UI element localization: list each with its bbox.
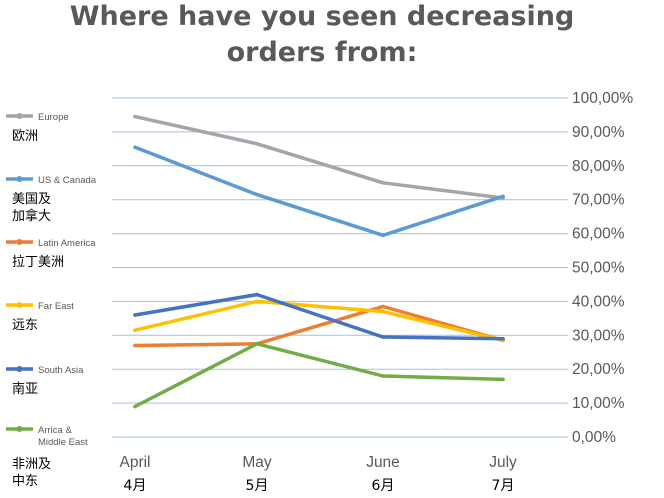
legend-marker: [16, 426, 23, 432]
legend-label: Europe: [38, 112, 69, 123]
series-line-us-canada: [133, 145, 505, 238]
legend-label: Far East: [38, 301, 74, 312]
series-path: [133, 342, 505, 409]
y-tick-label: 80,00%: [572, 158, 625, 175]
data-point: [255, 192, 259, 197]
legend-item: Arrica & Middle East 非洲及中东: [6, 425, 88, 489]
series-path: [133, 304, 505, 348]
series-path: [133, 145, 505, 238]
y-tick-label: 90,00%: [572, 124, 625, 141]
x-category-label: May: [242, 454, 272, 471]
series-path: [133, 292, 505, 341]
data-point: [255, 299, 259, 304]
data-point: [133, 145, 137, 149]
legend-marker: [16, 302, 23, 308]
data-point: [501, 336, 505, 341]
legend-label: South Asia: [38, 365, 84, 376]
series-line-europe: [133, 114, 505, 200]
data-point: [255, 292, 259, 297]
y-tick-label: 20,00%: [572, 361, 625, 378]
y-tick-label: 40,00%: [572, 293, 625, 310]
series-path: [133, 299, 505, 343]
data-point: [381, 304, 385, 309]
y-tick-label: 50,00%: [572, 260, 625, 277]
x-category-label-cn: 7月: [492, 478, 515, 494]
y-tick-label: 100,00%: [572, 90, 633, 107]
legend-marker: [16, 176, 23, 182]
x-category-label: June: [366, 454, 400, 471]
data-point: [255, 342, 259, 346]
legend-label-cn: 拉丁美洲: [12, 255, 64, 270]
data-point: [381, 181, 385, 185]
y-tick-label: 10,00%: [572, 395, 625, 412]
x-category-label: April: [119, 454, 150, 471]
series-line-arrica-middle-east: [133, 342, 505, 409]
data-point: [381, 335, 385, 339]
data-point: [133, 328, 137, 333]
data-point: [133, 343, 137, 348]
y-tick-label: 60,00%: [572, 226, 625, 243]
data-point: [133, 313, 137, 317]
x-category-label-cn: 4月: [124, 478, 147, 494]
series-lines: [133, 114, 505, 409]
legend-label: US & Canada: [38, 175, 97, 186]
series-line-south-asia: [133, 292, 505, 341]
chart-title-line-2: orders from:: [227, 37, 418, 68]
legend-label-cn: 远东: [12, 318, 38, 333]
legend-label: Arrica & Middle East: [38, 425, 88, 448]
chart-title: Where have you seen decreasing orders fr…: [70, 1, 575, 68]
legend-label-cn: 美国及加拿大: [12, 192, 51, 224]
legend-marker: [16, 239, 23, 245]
legend-label-cn: 南亚: [12, 381, 38, 397]
legend-label: Latin America: [38, 238, 96, 249]
data-point: [255, 142, 259, 146]
gridlines: [112, 97, 568, 438]
data-point: [381, 309, 385, 314]
data-point: [501, 377, 505, 382]
x-axis-category-labels: April 4月 May 5月 June 6月 July 7月: [119, 454, 517, 494]
data-point: [133, 404, 137, 409]
legend-item: US & Canada 美国及加拿大: [6, 175, 97, 224]
legend-marker: [16, 113, 23, 119]
data-point: [381, 374, 385, 378]
data-point: [381, 233, 385, 238]
legend-label-cn: 欧洲: [12, 129, 38, 144]
y-tick-label: 30,00%: [572, 327, 625, 344]
x-category-label-cn: 6月: [372, 478, 395, 494]
legend-marker: [16, 366, 23, 372]
series-line-far-east: [133, 299, 505, 343]
x-category-label-cn: 5月: [246, 478, 269, 494]
x-category-label: July: [489, 454, 517, 471]
y-axis-tick-labels: 0,00% 10,00% 20,00% 30,00% 40,00% 50,00% 60,00…: [572, 90, 633, 446]
y-tick-label: 0,00%: [572, 429, 616, 446]
legend-label-cn: 非洲及中东: [12, 457, 51, 489]
legend-item: Latin America 拉丁美洲: [6, 238, 96, 270]
chart-title-line-1: Where have you seen decreasing: [70, 1, 575, 32]
y-tick-label: 70,00%: [572, 192, 625, 209]
data-point: [133, 114, 137, 119]
series-path: [133, 114, 505, 200]
data-point: [501, 194, 505, 199]
